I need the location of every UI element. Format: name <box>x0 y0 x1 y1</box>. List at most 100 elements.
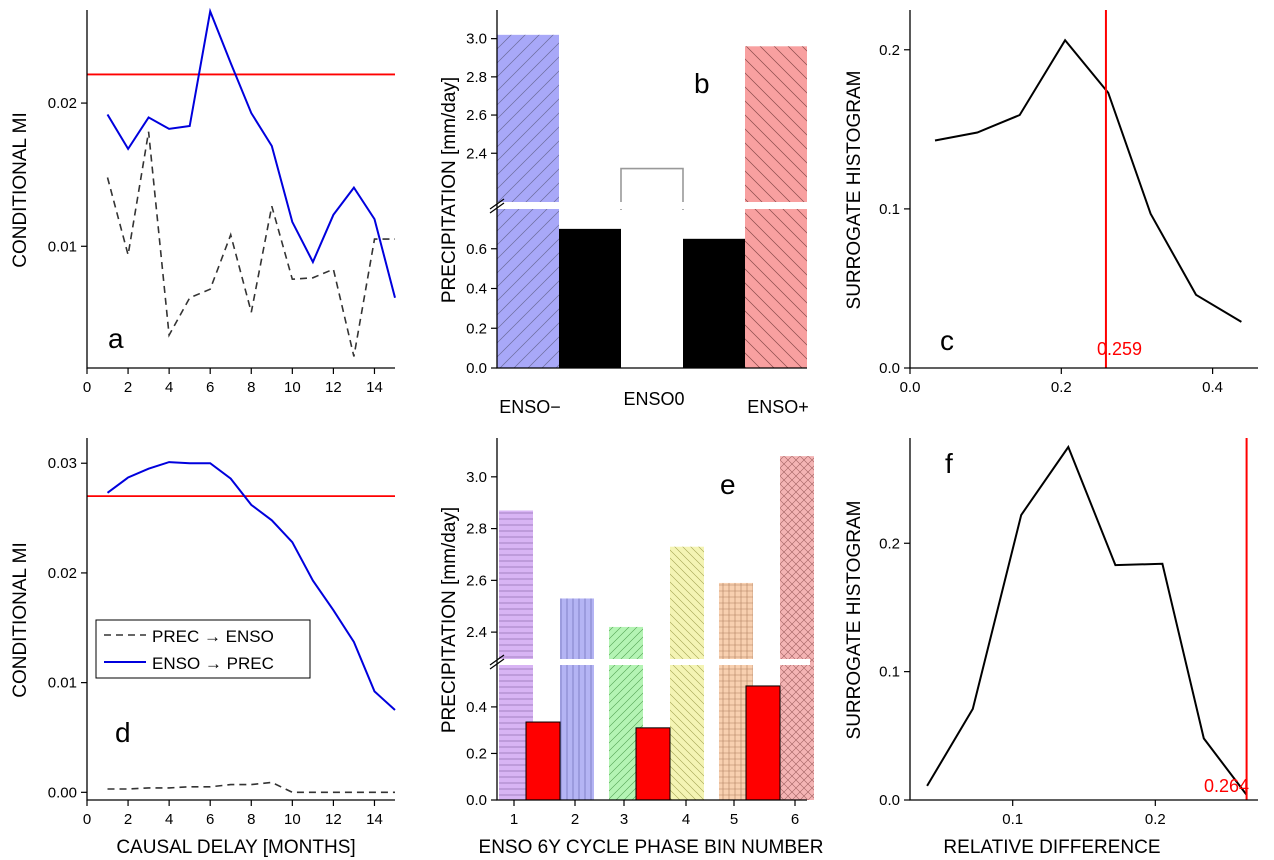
panel-c-xtick-label-0: 0.0 <box>900 379 921 396</box>
panel-e-inner-bar-3 <box>745 685 781 801</box>
panel-d-xtick-label-4: 8 <box>247 811 255 828</box>
panel-b-ytick-label-lower-1: 0.2 <box>466 320 487 337</box>
panel-a-ytick-label-1: 0.02 <box>48 95 77 112</box>
panel-c-xtick-label-1: 0.2 <box>1051 379 1072 396</box>
panel-f-ytick-label-0: 0.0 <box>879 792 900 809</box>
panel-b-ytick-label-upper-1: 2.6 <box>466 107 487 124</box>
panel-b-bar-2 <box>620 167 684 210</box>
panel-c-xtick-label-2: 0.4 <box>1202 379 1223 396</box>
panel-f-histogram-line <box>926 444 1248 796</box>
panel-e-ytick-label-lower-2: 0.4 <box>466 699 487 716</box>
panel-d-xtick-label-0: 0 <box>83 811 91 828</box>
panel-c-ytick-label-0: 0.0 <box>879 360 900 377</box>
panel-c-lines <box>934 10 1242 368</box>
panel-d-xtick-label-5: 10 <box>284 811 301 828</box>
panel-d-ytick-label-1: 0.01 <box>48 675 77 692</box>
panel-b-category-3: ENSO+ <box>747 397 809 417</box>
panel-c-ytick-label-1: 0.1 <box>879 201 900 218</box>
panel-e-ytick-label-upper-3: 3.0 <box>466 469 487 486</box>
panel-b: 2.4 2.6 2.8 3.0 0.0 0.2 0.4 0.6 PRECIPITATION [… <box>439 10 810 417</box>
panel-a-xtick-label-1: 2 <box>124 379 132 396</box>
legend-label-prec-enso: PREC → ENSO <box>152 627 274 646</box>
panel-e-bar-pattern-6 <box>780 456 814 800</box>
panel-f-letter: f <box>945 448 953 479</box>
panel-d-xtick-label-2: 4 <box>165 811 173 828</box>
panel-a-series-prec-enso <box>106 131 395 357</box>
panel-e-bar-pattern-2 <box>560 598 594 800</box>
panel-e-ylabel: PRECIPITATION [mm/day] <box>439 507 460 733</box>
panel-e-xlabel: ENSO 6Y CYCLE PHASE BIN NUMBER <box>479 837 824 858</box>
panel-d-xtick-label-3: 6 <box>206 811 214 828</box>
panel-b-axis-break <box>494 202 810 209</box>
panel-f-ytick-label-1: 0.1 <box>879 664 900 681</box>
panel-a-ytick-label-0: 0.01 <box>48 238 77 255</box>
panel-a-xtick-label-7: 14 <box>366 379 383 396</box>
panel-f-ylabel: SURROGATE HISTOGRAM <box>844 501 865 740</box>
panel-b-ytick-label-upper-3: 3.0 <box>466 31 487 48</box>
panel-d: 0 2 4 6 8 10 12 14 0.00 0.01 0.02 0.03 CONDITIONAL… <box>10 438 396 858</box>
panel-a-xtick-label-5: 10 <box>284 379 301 396</box>
panel-e-bars <box>489 456 814 801</box>
panel-d-xtick-label-1: 2 <box>124 811 132 828</box>
panel-b-ylabel: PRECIPITATION [mm/day] <box>439 77 460 303</box>
panel-d-ytick-label-2: 0.02 <box>48 565 77 582</box>
panel-e-ytick-label-upper-1: 2.6 <box>466 572 487 589</box>
panel-a-letter: a <box>108 323 124 354</box>
panel-e-ytick-label-lower-1: 0.2 <box>466 745 487 762</box>
panel-b-inner-bar-2 <box>683 238 745 368</box>
panel-d-lines <box>87 461 396 794</box>
panel-a-ylabel: CONDITIONAL MI <box>10 112 31 268</box>
panel-b-bars <box>489 34 810 369</box>
panel-a-lines <box>87 7 396 357</box>
panel-a-xtick-label-6: 12 <box>325 379 342 396</box>
panel-e-xtick-label-2: 3 <box>620 811 628 828</box>
panel-f-lines <box>926 438 1248 800</box>
panel-d-series-prec-enso <box>107 781 395 794</box>
panel-a-series-enso-prec <box>106 7 396 299</box>
panel-e-inner-bar-2 <box>635 727 671 801</box>
panel-b-bar-pattern-1 <box>497 34 559 369</box>
panel-b-ytick-label-upper-2: 2.8 <box>466 69 487 86</box>
panel-f-ytick-label-2: 0.2 <box>879 535 900 552</box>
panel-b-ytick-label-lower-0: 0.0 <box>466 360 487 377</box>
panel-b-ytick-label-upper-0: 2.4 <box>466 145 487 162</box>
panel-b-inner-bar-1 <box>559 228 621 368</box>
panel-d-ylabel: CONDITIONAL MI <box>10 542 31 698</box>
panel-e-xtick-label-3: 4 <box>682 811 690 828</box>
panel-d-ytick-label-0: 0.00 <box>48 784 77 801</box>
panel-b-ytick-label-lower-2: 0.4 <box>466 281 487 298</box>
panel-f-xtick-label-1: 0.2 <box>1145 811 1166 828</box>
panel-e-axis-break <box>494 659 810 665</box>
panel-d-ytick-label-3: 0.03 <box>48 455 77 472</box>
panel-b-ytick-label-lower-3: 0.6 <box>466 241 487 258</box>
panel-c-ytick-label-2: 0.2 <box>879 42 900 59</box>
panel-d-legend: PREC → ENSO ENSO → PREC <box>95 619 311 679</box>
panel-e-xtick-label-4: 5 <box>730 811 738 828</box>
panel-b-category-2: ENSO0 <box>623 389 684 409</box>
panel-e-xtick-label-0: 1 <box>510 811 518 828</box>
panel-c-threshold-label: 0.259 <box>1097 339 1142 359</box>
panel-d-xlabel: CAUSAL DELAY [MONTHS] <box>116 837 355 858</box>
panel-c-ylabel: SURROGATE HISTOGRAM <box>844 71 865 310</box>
panel-f-threshold-label: 0.264 <box>1204 776 1249 796</box>
panel-b-category-1: ENSO− <box>499 397 561 417</box>
panel-e-ytick-label-lower-0: 0.0 <box>466 792 487 809</box>
panel-e-inner-bar-1 <box>525 721 561 801</box>
panel-e-xtick-label-1: 2 <box>571 811 579 828</box>
panel-f-xtick-label-0: 0.1 <box>1002 811 1023 828</box>
panel-d-xtick-label-6: 12 <box>325 811 342 828</box>
panel-e-letter: e <box>720 469 736 500</box>
panel-e-xtick-label-5: 6 <box>791 811 799 828</box>
panel-a-xtick-label-0: 0 <box>83 379 91 396</box>
panel-a-xtick-label-4: 8 <box>247 379 255 396</box>
panel-d-xtick-label-7: 14 <box>366 811 383 828</box>
panel-c-histogram-line <box>934 38 1242 323</box>
panel-c-letter: c <box>940 325 954 356</box>
panel-a: 0 2 4 6 8 10 12 14 0.01 0.02 CONDITIONAL MI a <box>10 7 396 396</box>
panel-c: 0.0 0.2 0.4 0.00.10.2 SURROGATE HISTOGRAM … <box>844 10 1258 396</box>
panel-f-axes <box>909 438 1258 801</box>
panel-e-ytick-label-upper-2: 2.8 <box>466 521 487 538</box>
legend-label-enso-prec: ENSO → PREC <box>152 654 274 673</box>
panel-e-bar-pattern-4 <box>670 546 704 800</box>
